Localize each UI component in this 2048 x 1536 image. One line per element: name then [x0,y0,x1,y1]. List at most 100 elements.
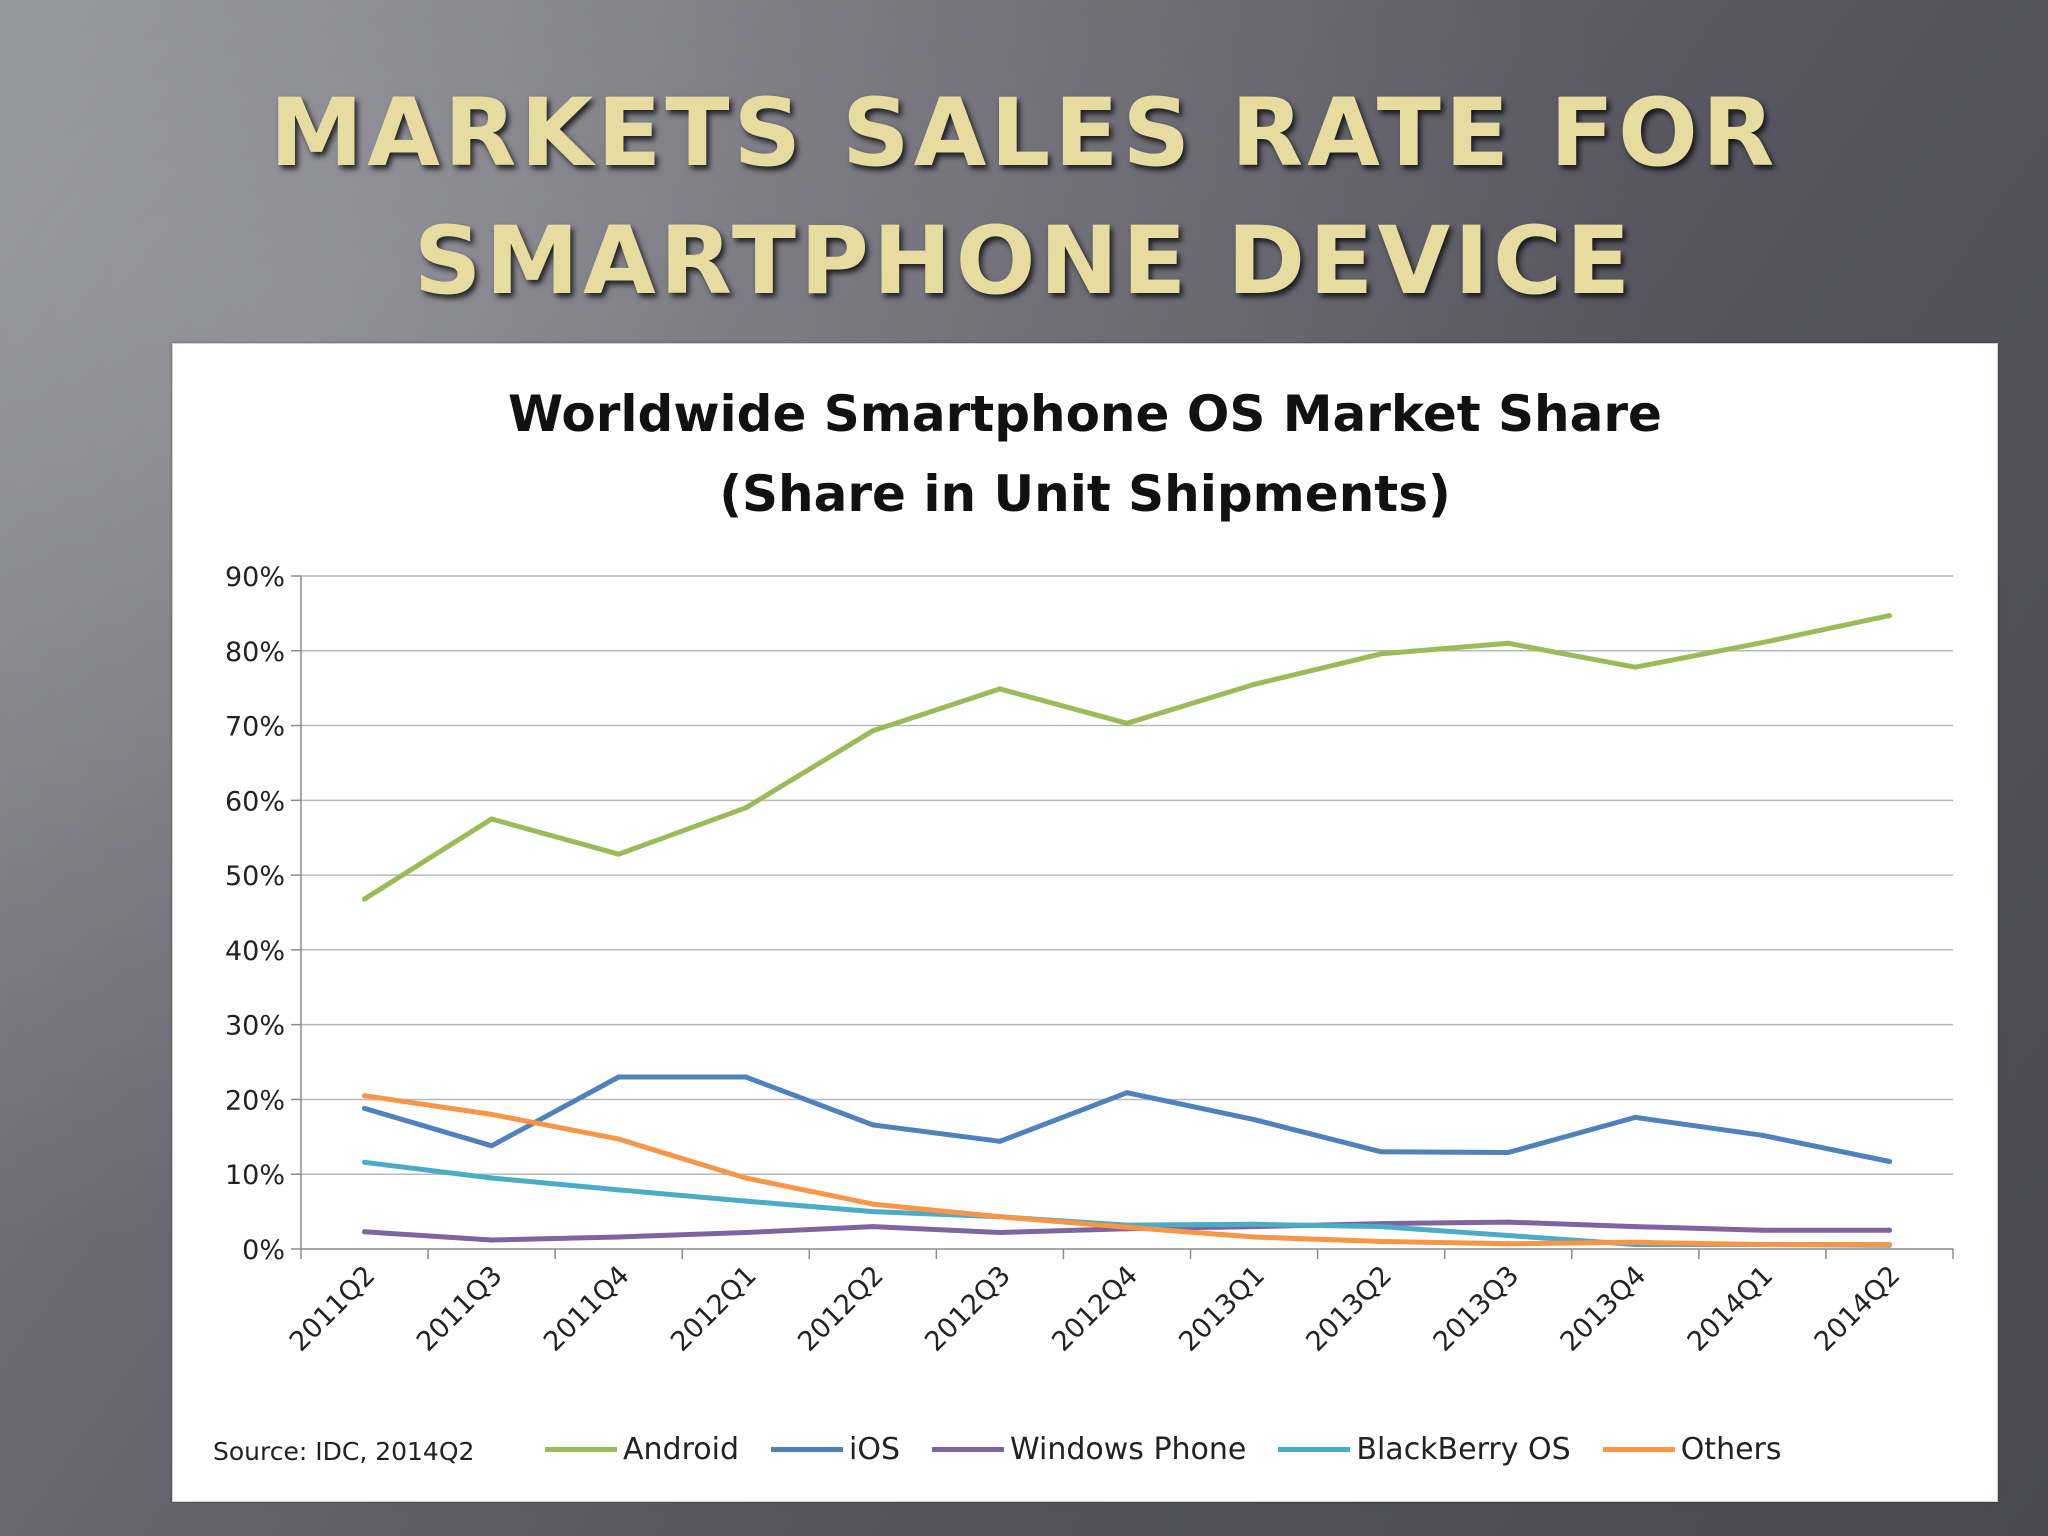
data-point-windows-phone [1632,1224,1638,1230]
data-point-blackberry-os [616,1187,622,1193]
data-point-blackberry-os [1378,1224,1384,1230]
data-point-android [997,686,1003,692]
data-point-others [1378,1239,1384,1245]
data-point-android [616,851,622,857]
data-point-android [1251,681,1257,687]
chart-frame: Worldwide Smartphone OS Market Share (Sh… [172,343,1998,1502]
data-point-others [870,1201,876,1207]
data-point-ios [616,1074,622,1080]
y-tick-label: 80% [225,637,285,668]
data-point-blackberry-os [489,1175,495,1181]
legend-label: Android [623,1431,739,1467]
slide-title: MARKETS SALES RATE FOR SMARTPHONE DEVICE [0,70,2048,326]
chart-title: Worldwide Smartphone OS Market Share (Sh… [173,374,1997,534]
data-point-blackberry-os [870,1209,876,1215]
legend-item-windows-phone: Windows Phone [932,1432,1246,1467]
data-point-windows-phone [997,1230,1003,1236]
legend-label: Others [1680,1431,1782,1467]
legend-swatch [1602,1446,1675,1452]
x-tick-label: 2012Q1 [665,1260,763,1358]
slide-title-line-2: SMARTPHONE DEVICE [413,207,1635,316]
data-point-windows-phone [870,1224,876,1230]
data-point-others [997,1214,1003,1220]
data-point-blackberry-os [362,1159,368,1165]
legend-swatch [545,1446,617,1452]
data-point-others [743,1175,749,1181]
data-point-android [1759,640,1765,646]
x-tick-label: 2013Q4 [1555,1260,1653,1358]
data-point-ios [1378,1149,1384,1155]
data-point-ios [1251,1117,1257,1123]
data-point-ios [870,1122,876,1128]
legend-label: iOS [849,1431,900,1467]
legend-item-others: Others [1602,1431,1782,1467]
data-point-ios [743,1074,749,1080]
data-point-others [1251,1234,1257,1240]
y-tick-label: 70% [225,712,285,743]
data-point-others [489,1111,495,1117]
x-tick-label: 2012Q2 [792,1260,890,1358]
data-point-others [362,1093,368,1099]
data-point-android [362,896,368,902]
data-point-android [1886,613,1892,619]
data-point-android [870,728,876,734]
data-point-windows-phone [362,1229,368,1235]
data-point-ios [362,1105,368,1111]
x-tick-label: 2013Q3 [1427,1260,1525,1358]
legend-label: Windows Phone [1010,1431,1247,1467]
data-point-ios [997,1138,1003,1144]
data-point-others [1505,1241,1511,1247]
chart-title-line-2: (Share in Unit Shipments) [719,465,1451,523]
series-line-ios [362,1074,1892,1164]
data-point-android [1124,720,1130,726]
x-tick-label: 2013Q1 [1173,1260,1271,1358]
source-note: Source: IDC, 2014Q2 [213,1437,475,1466]
y-tick-label: 90% [225,562,285,593]
data-point-ios [1759,1132,1765,1138]
data-point-windows-phone [1505,1219,1511,1225]
chart-legend: Android iOS Windows Phone BlackBerry OS Othe… [545,1427,1814,1471]
data-point-blackberry-os [1251,1221,1257,1227]
data-point-android [1378,651,1384,657]
x-tick-label: 2011Q3 [411,1260,509,1358]
y-tick-label: 0% [242,1235,285,1266]
legend-item-blackberry-os: BlackBerry OS [1278,1431,1571,1467]
data-point-android [743,805,749,811]
data-point-windows-phone [1759,1227,1765,1233]
data-point-blackberry-os [1505,1233,1511,1239]
x-tick-label: 2013Q2 [1300,1260,1398,1358]
y-tick-label: 30% [225,1011,285,1042]
data-point-ios [1632,1114,1638,1120]
chart-title-line-1: Worldwide Smartphone OS Market Share [508,385,1662,443]
legend-swatch [1278,1446,1351,1452]
data-point-blackberry-os [743,1198,749,1204]
data-point-windows-phone [743,1230,749,1236]
data-point-android [1505,640,1511,646]
data-point-windows-phone [616,1234,622,1240]
data-point-android [489,816,495,822]
x-tick-label: 2011Q2 [284,1260,382,1358]
x-tick-label: 2012Q3 [919,1260,1017,1358]
x-tick-label: 2011Q4 [538,1260,636,1358]
y-tick-label: 20% [225,1085,285,1116]
data-point-ios [1886,1159,1892,1165]
data-point-android [1632,664,1638,670]
data-point-windows-phone [489,1237,495,1243]
legend-item-ios: iOS [771,1432,900,1467]
y-tick-label: 60% [225,786,285,817]
legend-swatch [932,1446,1004,1452]
x-tick-label: 2012Q4 [1046,1260,1144,1358]
slide-title-line-1: MARKETS SALES RATE FOR [269,79,1779,188]
legend-label: BlackBerry OS [1356,1431,1571,1467]
y-tick-label: 40% [225,936,285,967]
y-tick-label: 50% [225,861,285,892]
x-tick-label: 2014Q1 [1682,1260,1780,1358]
legend-item-android: Android [545,1432,739,1467]
data-point-others [1759,1242,1765,1248]
legend-swatch [771,1446,843,1452]
data-point-windows-phone [1886,1227,1892,1233]
data-point-others [616,1136,622,1142]
y-tick-label: 10% [225,1160,285,1191]
data-point-others [1124,1224,1130,1230]
data-point-others [1632,1239,1638,1245]
